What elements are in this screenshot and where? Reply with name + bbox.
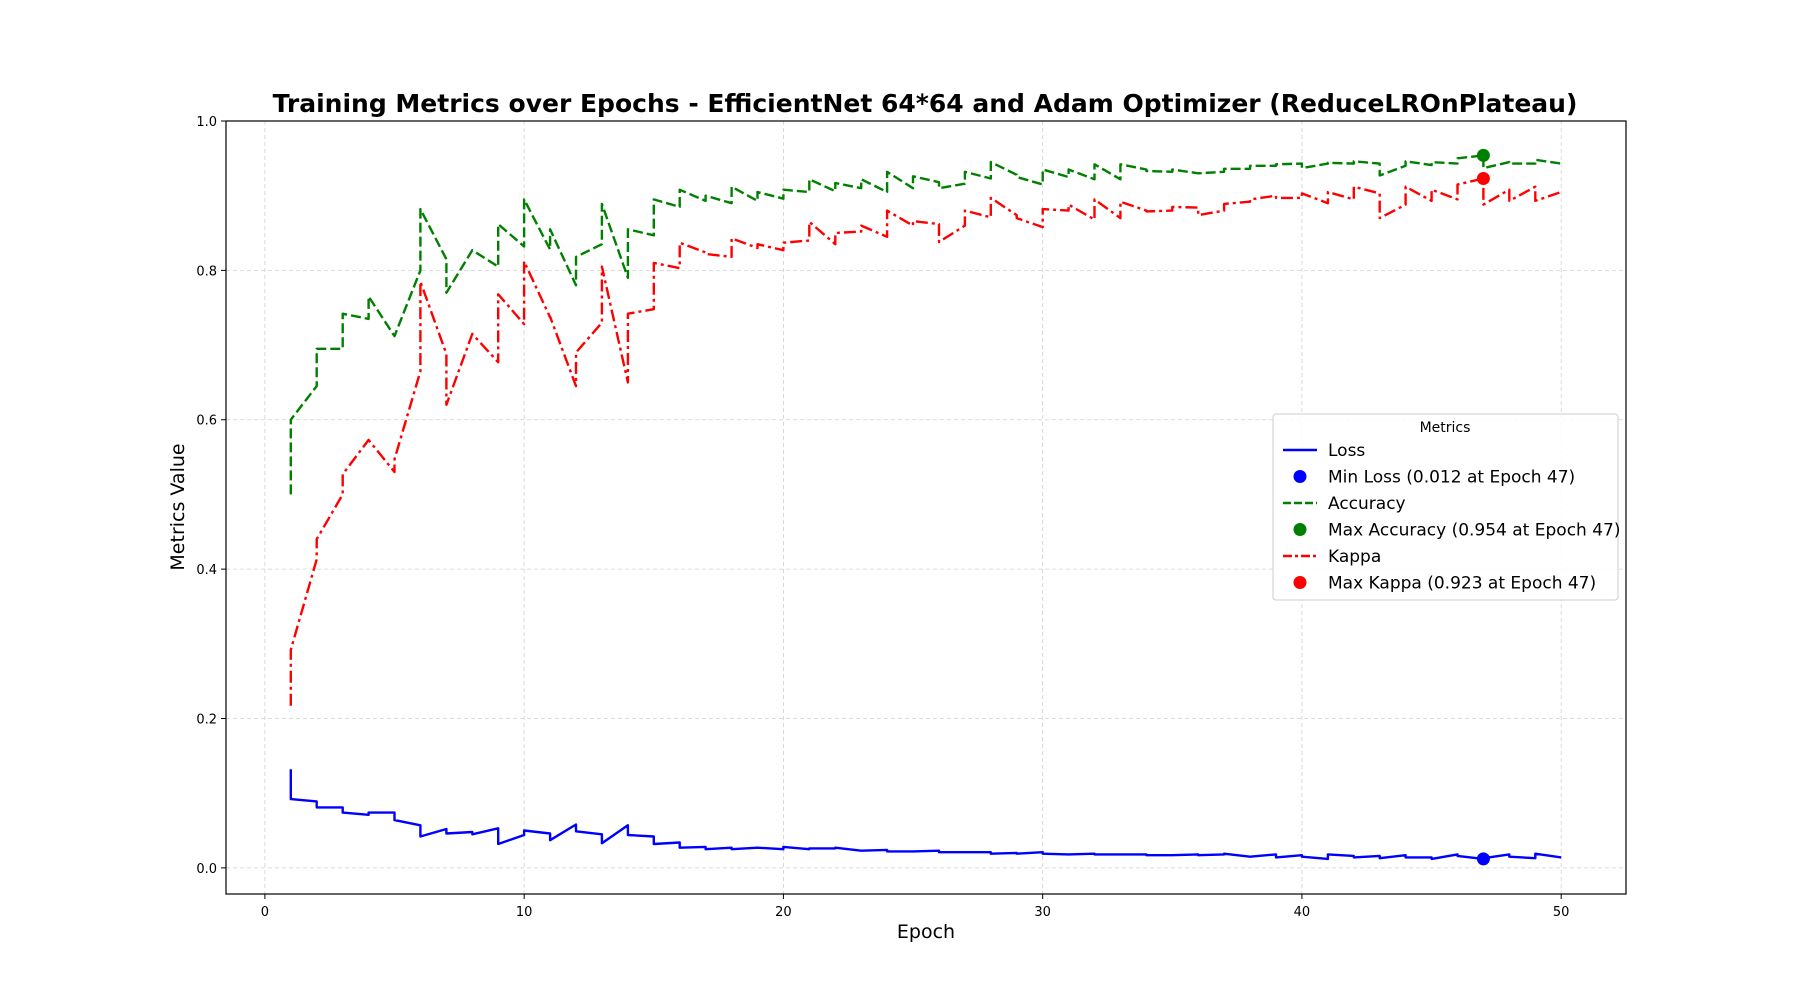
legend-label: Accuracy <box>1328 494 1406 514</box>
chart-title: Training Metrics over Epochs - Efficient… <box>273 89 1578 118</box>
series-kappa-line <box>289 177 1562 706</box>
series-accuracy-line <box>289 154 1562 495</box>
marker-0 <box>1476 852 1490 866</box>
legend-label: Min Loss (0.012 at Epoch 47) <box>1328 468 1575 488</box>
legend: Metrics Loss Min Loss (0.012 at Epoch 47)… <box>1272 413 1620 601</box>
x-axis-ticks: 0 10 20 30 40 50 <box>261 894 1570 920</box>
plot-series <box>289 154 1562 861</box>
x-tick-label: 10 <box>516 905 533 920</box>
legend-label: Kappa <box>1328 547 1381 567</box>
x-tick-label: 20 <box>775 905 792 920</box>
legend-label: Max Accuracy (0.954 at Epoch 47) <box>1328 521 1620 541</box>
x-tick-label: 0 <box>261 905 269 920</box>
legend-dot-swatch <box>1293 523 1307 536</box>
legend-dot-swatch <box>1293 576 1307 589</box>
x-tick-label: 40 <box>1294 905 1311 920</box>
marker-2 <box>1476 172 1490 186</box>
series-loss-line <box>289 769 1562 861</box>
legend-title: Metrics <box>1420 420 1471 436</box>
y-tick-label: 0.8 <box>196 264 217 279</box>
plot-markers <box>1476 148 1490 866</box>
legend-box <box>1272 413 1619 601</box>
legend-dot-swatch <box>1293 470 1307 483</box>
legend-label: Loss <box>1328 441 1365 461</box>
y-tick-label: 0.6 <box>196 414 217 429</box>
y-axis-ticks: 0.0 0.2 0.4 0.6 0.8 1.0 <box>196 115 226 877</box>
y-axis-label: Metrics Value <box>167 443 189 570</box>
legend-label: Max Kappa (0.923 at Epoch 47) <box>1328 574 1596 594</box>
x-tick-label: 30 <box>1034 905 1051 920</box>
marker-1 <box>1476 148 1490 162</box>
legend-items: Loss Min Loss (0.012 at Epoch 47) Accuracy… <box>1283 441 1620 594</box>
plot-frame <box>225 120 1627 895</box>
y-tick-label: 1.0 <box>196 115 217 130</box>
x-tick-label: 50 <box>1553 905 1570 920</box>
x-axis-label: Epoch <box>897 921 955 943</box>
y-tick-label: 0.0 <box>196 862 217 877</box>
y-tick-label: 0.4 <box>196 563 217 578</box>
y-tick-label: 0.2 <box>196 712 217 727</box>
